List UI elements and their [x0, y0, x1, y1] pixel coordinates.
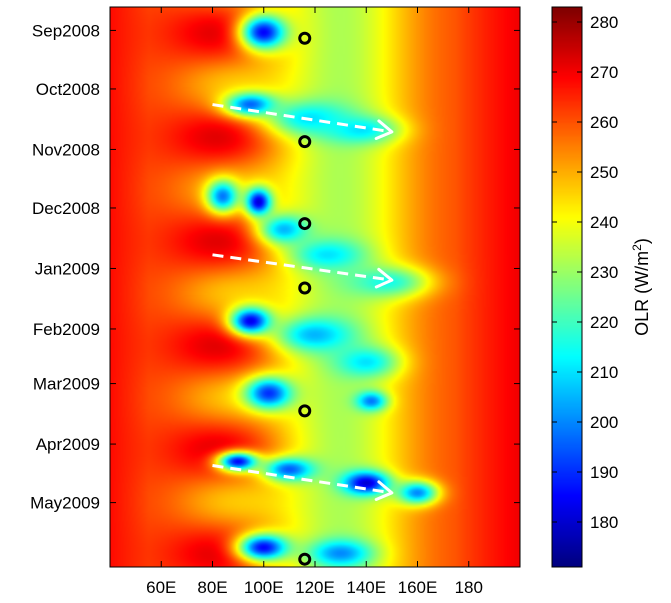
- colorbar-tick-label: 280: [590, 13, 618, 32]
- colorbar-label-text: OLR (W/m: [632, 251, 652, 336]
- propagation-arrow: [212, 464, 394, 501]
- plot-area: 60E 80E 100E 120E 140E 160E 180 Sep2008 Oct2008…: [30, 6, 521, 597]
- y-tick-label: Dec2008: [32, 199, 100, 218]
- colorbar-tick-label: 230: [590, 263, 618, 282]
- x-tick-label: 100E: [244, 578, 284, 597]
- colorbar-ticks: 180 190 200 210 220 230 240 250 260 270 280: [552, 13, 618, 532]
- y-tick-label: Mar2009: [33, 375, 100, 394]
- event-marker: [298, 552, 312, 566]
- arrow-head: [374, 480, 394, 501]
- colorbar-label-superscript: 2: [630, 244, 644, 251]
- arrow-shaft: [212, 103, 393, 134]
- colorbar-gradient: [552, 7, 582, 567]
- colorbar-tick-label: 190: [590, 463, 618, 482]
- y-tick-label: Feb2009: [33, 320, 100, 339]
- arrow-head: [374, 119, 394, 140]
- y-tick-label: Apr2009: [36, 435, 100, 454]
- y-axis: Sep2008 Oct2008 Nov2008 Dec2008 Jan2009 Feb20…: [30, 21, 520, 513]
- event-marker: [298, 217, 312, 231]
- colorbar-tick-label: 210: [590, 363, 618, 382]
- x-tick-label: 160E: [398, 578, 438, 597]
- colorbar-tick-label: 240: [590, 213, 618, 232]
- x-tick-label: 60E: [146, 578, 176, 597]
- colorbar-frame: [551, 6, 583, 568]
- y-tick-label: May2009: [30, 494, 100, 513]
- propagation-arrow: [212, 253, 394, 289]
- arrow-head: [374, 267, 394, 289]
- x-axis: 60E 80E 100E 120E 140E 160E 180: [146, 7, 483, 597]
- arrow-shaft: [212, 464, 393, 495]
- colorbar-tick-label: 260: [590, 113, 618, 132]
- y-tick-label: Oct2008: [36, 80, 100, 99]
- colorbar-tick-label: 220: [590, 313, 618, 332]
- y-tick-label: Sep2008: [32, 21, 100, 40]
- event-marker: [298, 31, 312, 45]
- colorbar-tick-label: 180: [590, 513, 618, 532]
- x-tick-label: 180: [455, 578, 483, 597]
- olr-heatmap: [110, 7, 520, 567]
- y-tick-label: Jan2009: [35, 259, 100, 278]
- colorbar: 180 190 200 210 220 230 240 250 260 270 280 OLR (W…: [551, 6, 652, 568]
- propagation-arrows: [212, 103, 394, 501]
- colorbar-label: OLR (W/m2): [630, 238, 652, 336]
- x-tick-label: 80E: [197, 578, 227, 597]
- y-tick-label: Nov2008: [32, 140, 100, 159]
- arrow-shaft: [212, 253, 393, 282]
- event-markers: [298, 31, 312, 566]
- colorbar-tick-label: 250: [590, 163, 618, 182]
- colorbar-tick-label: 200: [590, 413, 618, 432]
- event-marker: [298, 281, 312, 295]
- x-tick-label: 140E: [346, 578, 386, 597]
- event-marker: [298, 135, 312, 149]
- event-marker: [298, 404, 312, 418]
- colorbar-tick-label: 270: [590, 63, 618, 82]
- propagation-arrow: [212, 103, 394, 140]
- x-tick-label: 120E: [295, 578, 335, 597]
- colorbar-label-close: ): [632, 238, 652, 244]
